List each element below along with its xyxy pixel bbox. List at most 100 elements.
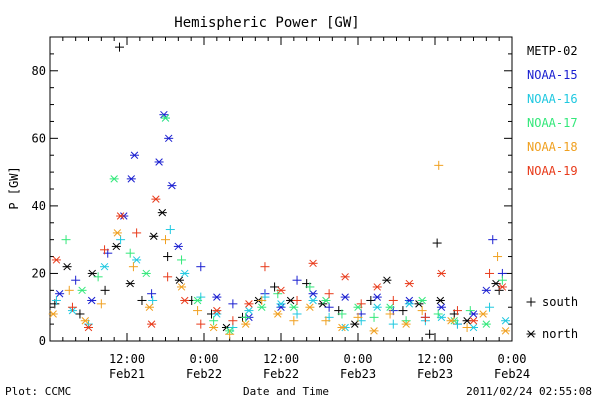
y-axis-label: P [GW]	[7, 166, 21, 209]
data-point-noaa-19	[51, 256, 61, 264]
data-point-noaa-15	[292, 275, 302, 285]
data-point-noaa-15	[436, 303, 446, 311]
data-point-noaa-16	[244, 306, 254, 315]
y-tick-label: 0	[39, 334, 46, 348]
x-tick-label: 0:00	[344, 352, 373, 366]
data-point-noaa-18	[112, 229, 122, 237]
data-point-noaa-19	[132, 228, 142, 238]
data-point-metp-02	[425, 329, 435, 339]
data-point-noaa-17	[497, 275, 507, 285]
data-point-metp-02	[75, 309, 85, 319]
data-point-noaa-19	[452, 306, 462, 316]
data-point-noaa-15	[488, 235, 498, 245]
x-tick-label: 0:00	[498, 352, 527, 366]
data-point-noaa-18	[48, 310, 58, 318]
data-point-noaa-17	[337, 309, 347, 319]
data-point-noaa-17	[93, 272, 103, 282]
data-point-metp-02	[157, 208, 167, 217]
marker-legend-south: south	[526, 295, 578, 309]
data-point-noaa-17	[61, 235, 71, 245]
data-point-noaa-15	[164, 134, 174, 143]
data-point-noaa-15	[481, 286, 491, 295]
data-point-noaa-15	[212, 293, 222, 301]
data-point-metp-02	[270, 282, 280, 292]
data-point-noaa-17	[321, 296, 331, 305]
data-point-metp-02	[149, 232, 159, 241]
data-point-noaa-18	[128, 262, 138, 272]
data-point-metp-02	[435, 296, 445, 305]
data-point-noaa-15	[308, 289, 318, 298]
data-point-noaa-19	[388, 295, 398, 305]
data-point-noaa-16	[372, 303, 382, 311]
data-point-noaa-16	[404, 300, 414, 308]
data-point-noaa-18	[493, 252, 503, 262]
x-axis: 12:00Feb210:00Feb2212:00Feb220:00Feb2312…	[49, 37, 530, 381]
data-point-noaa-19	[420, 312, 430, 322]
data-point-noaa-19	[260, 262, 270, 272]
data-point-noaa-19	[497, 283, 507, 291]
data-point-noaa-15	[147, 289, 157, 299]
data-point-noaa-19	[469, 317, 478, 325]
data-point-noaa-18	[241, 320, 251, 328]
data-point-metp-02	[432, 238, 442, 248]
data-point-noaa-18	[462, 322, 472, 332]
data-point-noaa-18	[209, 323, 219, 332]
data-point-noaa-17	[257, 303, 267, 311]
legend-item-noaa-18: NOAA-18	[527, 140, 578, 154]
data-point-noaa-19	[116, 212, 126, 220]
data-point-noaa-19	[180, 296, 190, 305]
data-points	[48, 42, 511, 339]
x-tick-sublabel: Feb22	[186, 367, 222, 381]
x-tick-sublabel: Feb24	[494, 367, 530, 381]
data-point-noaa-15	[324, 302, 334, 312]
data-point-noaa-18	[177, 283, 187, 291]
x-tick-label: 0:00	[190, 352, 219, 366]
legend-item-noaa-17: NOAA-17	[527, 116, 578, 130]
data-point-noaa-19	[147, 320, 157, 328]
data-point-noaa-19	[196, 319, 206, 329]
data-point-noaa-18	[305, 303, 315, 311]
data-point-noaa-16	[308, 296, 318, 305]
data-point-noaa-17	[241, 312, 251, 322]
data-point-noaa-19	[276, 286, 286, 295]
data-point-noaa-15	[196, 262, 206, 272]
data-point-noaa-17	[289, 303, 299, 311]
marker-legend-label: north	[542, 327, 578, 341]
data-point-noaa-18	[353, 312, 363, 322]
data-point-noaa-19	[404, 279, 414, 288]
data-point-noaa-16	[100, 262, 110, 271]
data-point-noaa-19	[67, 302, 77, 312]
data-point-metp-02	[350, 320, 360, 328]
data-point-noaa-19	[84, 323, 93, 332]
data-point-noaa-19	[100, 245, 110, 255]
data-point-noaa-18	[273, 310, 283, 318]
data-point-noaa-15	[173, 242, 183, 251]
data-point-noaa-16	[132, 256, 142, 264]
data-point-metp-02	[163, 252, 173, 262]
y-tick-label: 40	[32, 199, 46, 213]
data-point-noaa-18	[80, 317, 90, 325]
data-point-noaa-16	[148, 295, 158, 305]
data-point-noaa-16	[388, 319, 398, 329]
data-point-noaa-17	[417, 296, 427, 305]
data-point-noaa-15	[228, 299, 238, 309]
data-point-noaa-17	[177, 255, 187, 265]
data-point-noaa-18	[385, 309, 395, 319]
data-point-noaa-18	[193, 306, 203, 316]
marker-legend: south north	[526, 295, 578, 341]
data-point-noaa-18	[96, 299, 106, 309]
footer-right: 2011/02/24 02:55:08	[466, 385, 592, 398]
data-point-noaa-18	[161, 235, 170, 245]
marker-legend-label: south	[542, 295, 578, 309]
data-point-noaa-15	[167, 181, 177, 190]
data-point-noaa-18	[289, 316, 299, 326]
data-point-metp-02	[115, 42, 125, 52]
data-point-noaa-18	[144, 303, 154, 311]
legend-item-noaa-19: NOAA-19	[527, 164, 578, 178]
data-point-noaa-18	[401, 320, 411, 328]
data-point-noaa-19	[228, 316, 238, 326]
footer-left: Plot: CCMC	[5, 385, 71, 398]
data-point-noaa-15	[154, 158, 164, 166]
data-point-metp-02	[125, 279, 135, 288]
